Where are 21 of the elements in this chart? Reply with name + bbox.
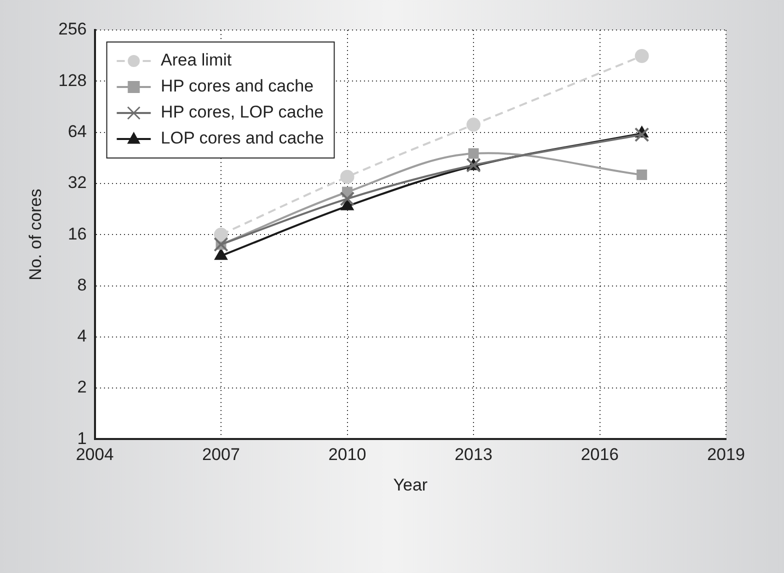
legend-label: HP cores and cache [160, 76, 314, 96]
y-tick-label: 64 [68, 122, 87, 141]
y-axis-title: No. of cores [26, 188, 45, 280]
x-axis-title: Year [393, 475, 428, 494]
legend-label: Area limit [160, 50, 232, 70]
y-tick-label: 1 [77, 428, 87, 448]
y-tick-label: 128 [58, 70, 87, 90]
x-tick-label: 2007 [202, 445, 240, 464]
x-tick-label: 2019 [707, 445, 745, 464]
x-tick-label: 2004 [76, 445, 114, 464]
y-tick-label: 4 [77, 326, 87, 346]
y-tick-label: 16 [68, 224, 87, 244]
x-tick-label: 2013 [454, 445, 492, 464]
x-tick-label: 2010 [328, 445, 366, 464]
y-tick-label: 32 [68, 173, 87, 192]
y-tick-label: 256 [58, 20, 87, 39]
legend-label: HP cores, LOP cache [160, 102, 324, 122]
legend-label: LOP cores and cache [160, 128, 324, 148]
y-tick-label: 8 [77, 275, 87, 294]
y-tick-label: 2 [77, 378, 87, 397]
x-tick-label: 2016 [580, 445, 619, 464]
